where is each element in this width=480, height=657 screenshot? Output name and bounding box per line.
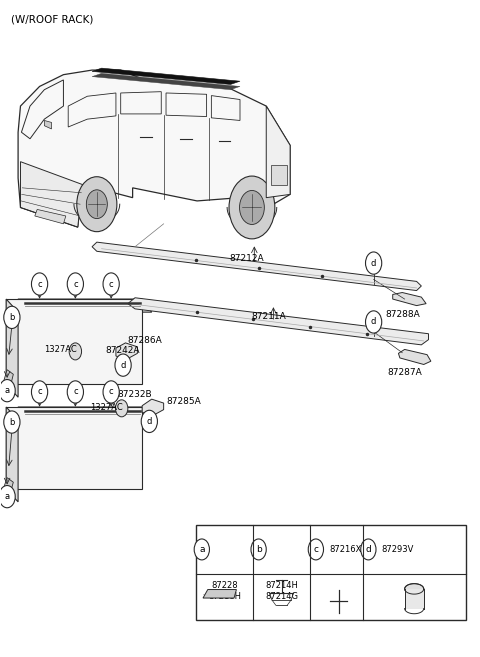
Polygon shape <box>92 242 421 290</box>
Polygon shape <box>18 299 152 312</box>
Circle shape <box>86 190 108 219</box>
Circle shape <box>141 410 157 432</box>
Circle shape <box>308 539 324 560</box>
Polygon shape <box>142 399 164 416</box>
Bar <box>405 589 424 608</box>
Circle shape <box>115 354 131 376</box>
Bar <box>196 525 466 620</box>
Polygon shape <box>6 407 142 489</box>
Circle shape <box>32 381 48 403</box>
Circle shape <box>67 381 84 403</box>
Circle shape <box>32 273 48 295</box>
Circle shape <box>251 539 266 560</box>
Polygon shape <box>405 583 424 594</box>
Polygon shape <box>21 162 83 227</box>
Circle shape <box>4 306 20 328</box>
Text: d: d <box>371 317 376 327</box>
Text: c: c <box>73 388 78 396</box>
Text: d: d <box>120 361 126 370</box>
Circle shape <box>365 252 382 274</box>
Text: c: c <box>313 545 318 554</box>
Circle shape <box>103 273 119 295</box>
Text: 87228: 87228 <box>211 581 238 590</box>
Text: 87212A: 87212A <box>230 254 264 263</box>
Polygon shape <box>92 74 240 90</box>
Text: 87242A: 87242A <box>106 346 140 355</box>
Text: 87214G: 87214G <box>265 592 298 600</box>
Text: 87287A: 87287A <box>387 368 422 376</box>
Polygon shape <box>18 407 152 420</box>
Polygon shape <box>6 299 142 384</box>
Circle shape <box>0 486 15 508</box>
Polygon shape <box>203 589 237 598</box>
Polygon shape <box>128 298 429 345</box>
Text: c: c <box>109 388 113 396</box>
Circle shape <box>229 176 275 239</box>
Text: a: a <box>4 492 10 501</box>
Text: 1327AC: 1327AC <box>44 345 77 354</box>
Text: a: a <box>4 386 10 395</box>
Polygon shape <box>44 120 51 129</box>
Circle shape <box>4 411 20 433</box>
Circle shape <box>194 539 209 560</box>
Polygon shape <box>6 299 18 397</box>
Text: b: b <box>9 418 14 426</box>
Circle shape <box>67 273 84 295</box>
Polygon shape <box>4 370 13 384</box>
Polygon shape <box>92 68 240 85</box>
Polygon shape <box>6 407 18 502</box>
Circle shape <box>240 191 264 225</box>
Circle shape <box>77 177 117 232</box>
Polygon shape <box>116 343 137 360</box>
Text: 87232B: 87232B <box>117 390 152 399</box>
Circle shape <box>69 343 82 360</box>
Text: d: d <box>371 259 376 267</box>
Text: d: d <box>147 417 152 426</box>
Circle shape <box>0 380 15 402</box>
Text: 87285A: 87285A <box>166 397 201 406</box>
Text: 87286A: 87286A <box>128 336 163 345</box>
Circle shape <box>365 311 382 333</box>
Text: c: c <box>37 279 42 288</box>
Text: b: b <box>256 545 262 554</box>
Polygon shape <box>398 350 431 365</box>
Text: 1327AC: 1327AC <box>90 403 122 411</box>
Polygon shape <box>18 70 290 227</box>
Text: 87218H: 87218H <box>208 592 241 600</box>
Text: (W/ROOF RACK): (W/ROOF RACK) <box>11 14 93 24</box>
Text: 87293V: 87293V <box>382 545 414 554</box>
Circle shape <box>116 400 128 417</box>
Circle shape <box>103 381 119 403</box>
Text: c: c <box>37 388 42 396</box>
Polygon shape <box>35 210 66 224</box>
Text: c: c <box>73 279 78 288</box>
Circle shape <box>361 539 376 560</box>
Text: 87211A: 87211A <box>251 311 286 321</box>
Polygon shape <box>393 292 426 306</box>
Text: c: c <box>109 279 113 288</box>
Text: a: a <box>199 545 204 554</box>
Text: 87216X: 87216X <box>329 545 361 554</box>
Polygon shape <box>266 106 290 198</box>
Polygon shape <box>4 478 13 491</box>
Text: d: d <box>365 545 371 554</box>
Bar <box>271 165 287 185</box>
Text: 87214H: 87214H <box>265 581 298 590</box>
Text: 87288A: 87288A <box>385 310 420 319</box>
Text: b: b <box>9 313 14 322</box>
